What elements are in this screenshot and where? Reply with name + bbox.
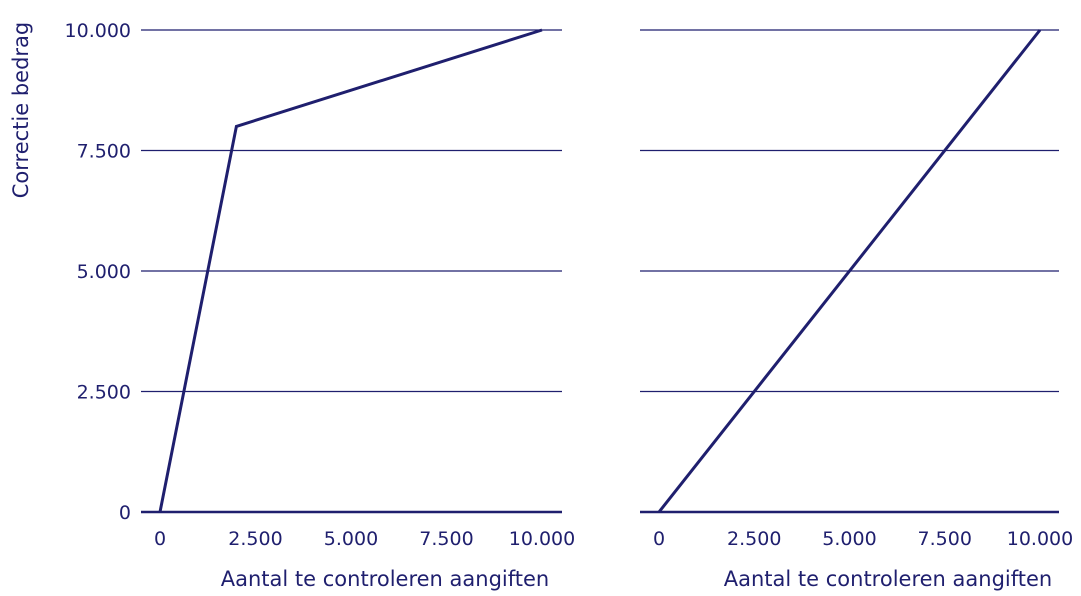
x-tick-label: 10.000 xyxy=(509,528,575,550)
x-tick-label: 5.000 xyxy=(822,528,876,550)
x-tick-label: 10.000 xyxy=(1007,528,1073,550)
x-axis-label: Aantal te controleren aangiften xyxy=(221,567,549,591)
y-tick-label: 7.500 xyxy=(77,141,131,163)
x-axis-label: Aantal te controleren aangiften xyxy=(724,567,1052,591)
x-tick-label: 0 xyxy=(653,528,665,550)
x-tick-label: 2.500 xyxy=(228,528,282,550)
y-tick-label: 5.000 xyxy=(77,261,131,283)
y-tick-label: 10.000 xyxy=(65,20,131,42)
y-tick-label: 0 xyxy=(119,502,131,524)
x-tick-label: 7.500 xyxy=(918,528,972,550)
series-line xyxy=(657,29,1042,513)
y-tick-label: 2.500 xyxy=(77,382,131,404)
x-tick-label: 2.500 xyxy=(727,528,781,550)
y-axis-label: Correctie bedrag xyxy=(9,22,33,199)
x-tick-label: 7.500 xyxy=(419,528,473,550)
series-line xyxy=(158,28,543,513)
x-tick-label: 0 xyxy=(154,528,166,550)
x-tick-label: 5.000 xyxy=(324,528,378,550)
